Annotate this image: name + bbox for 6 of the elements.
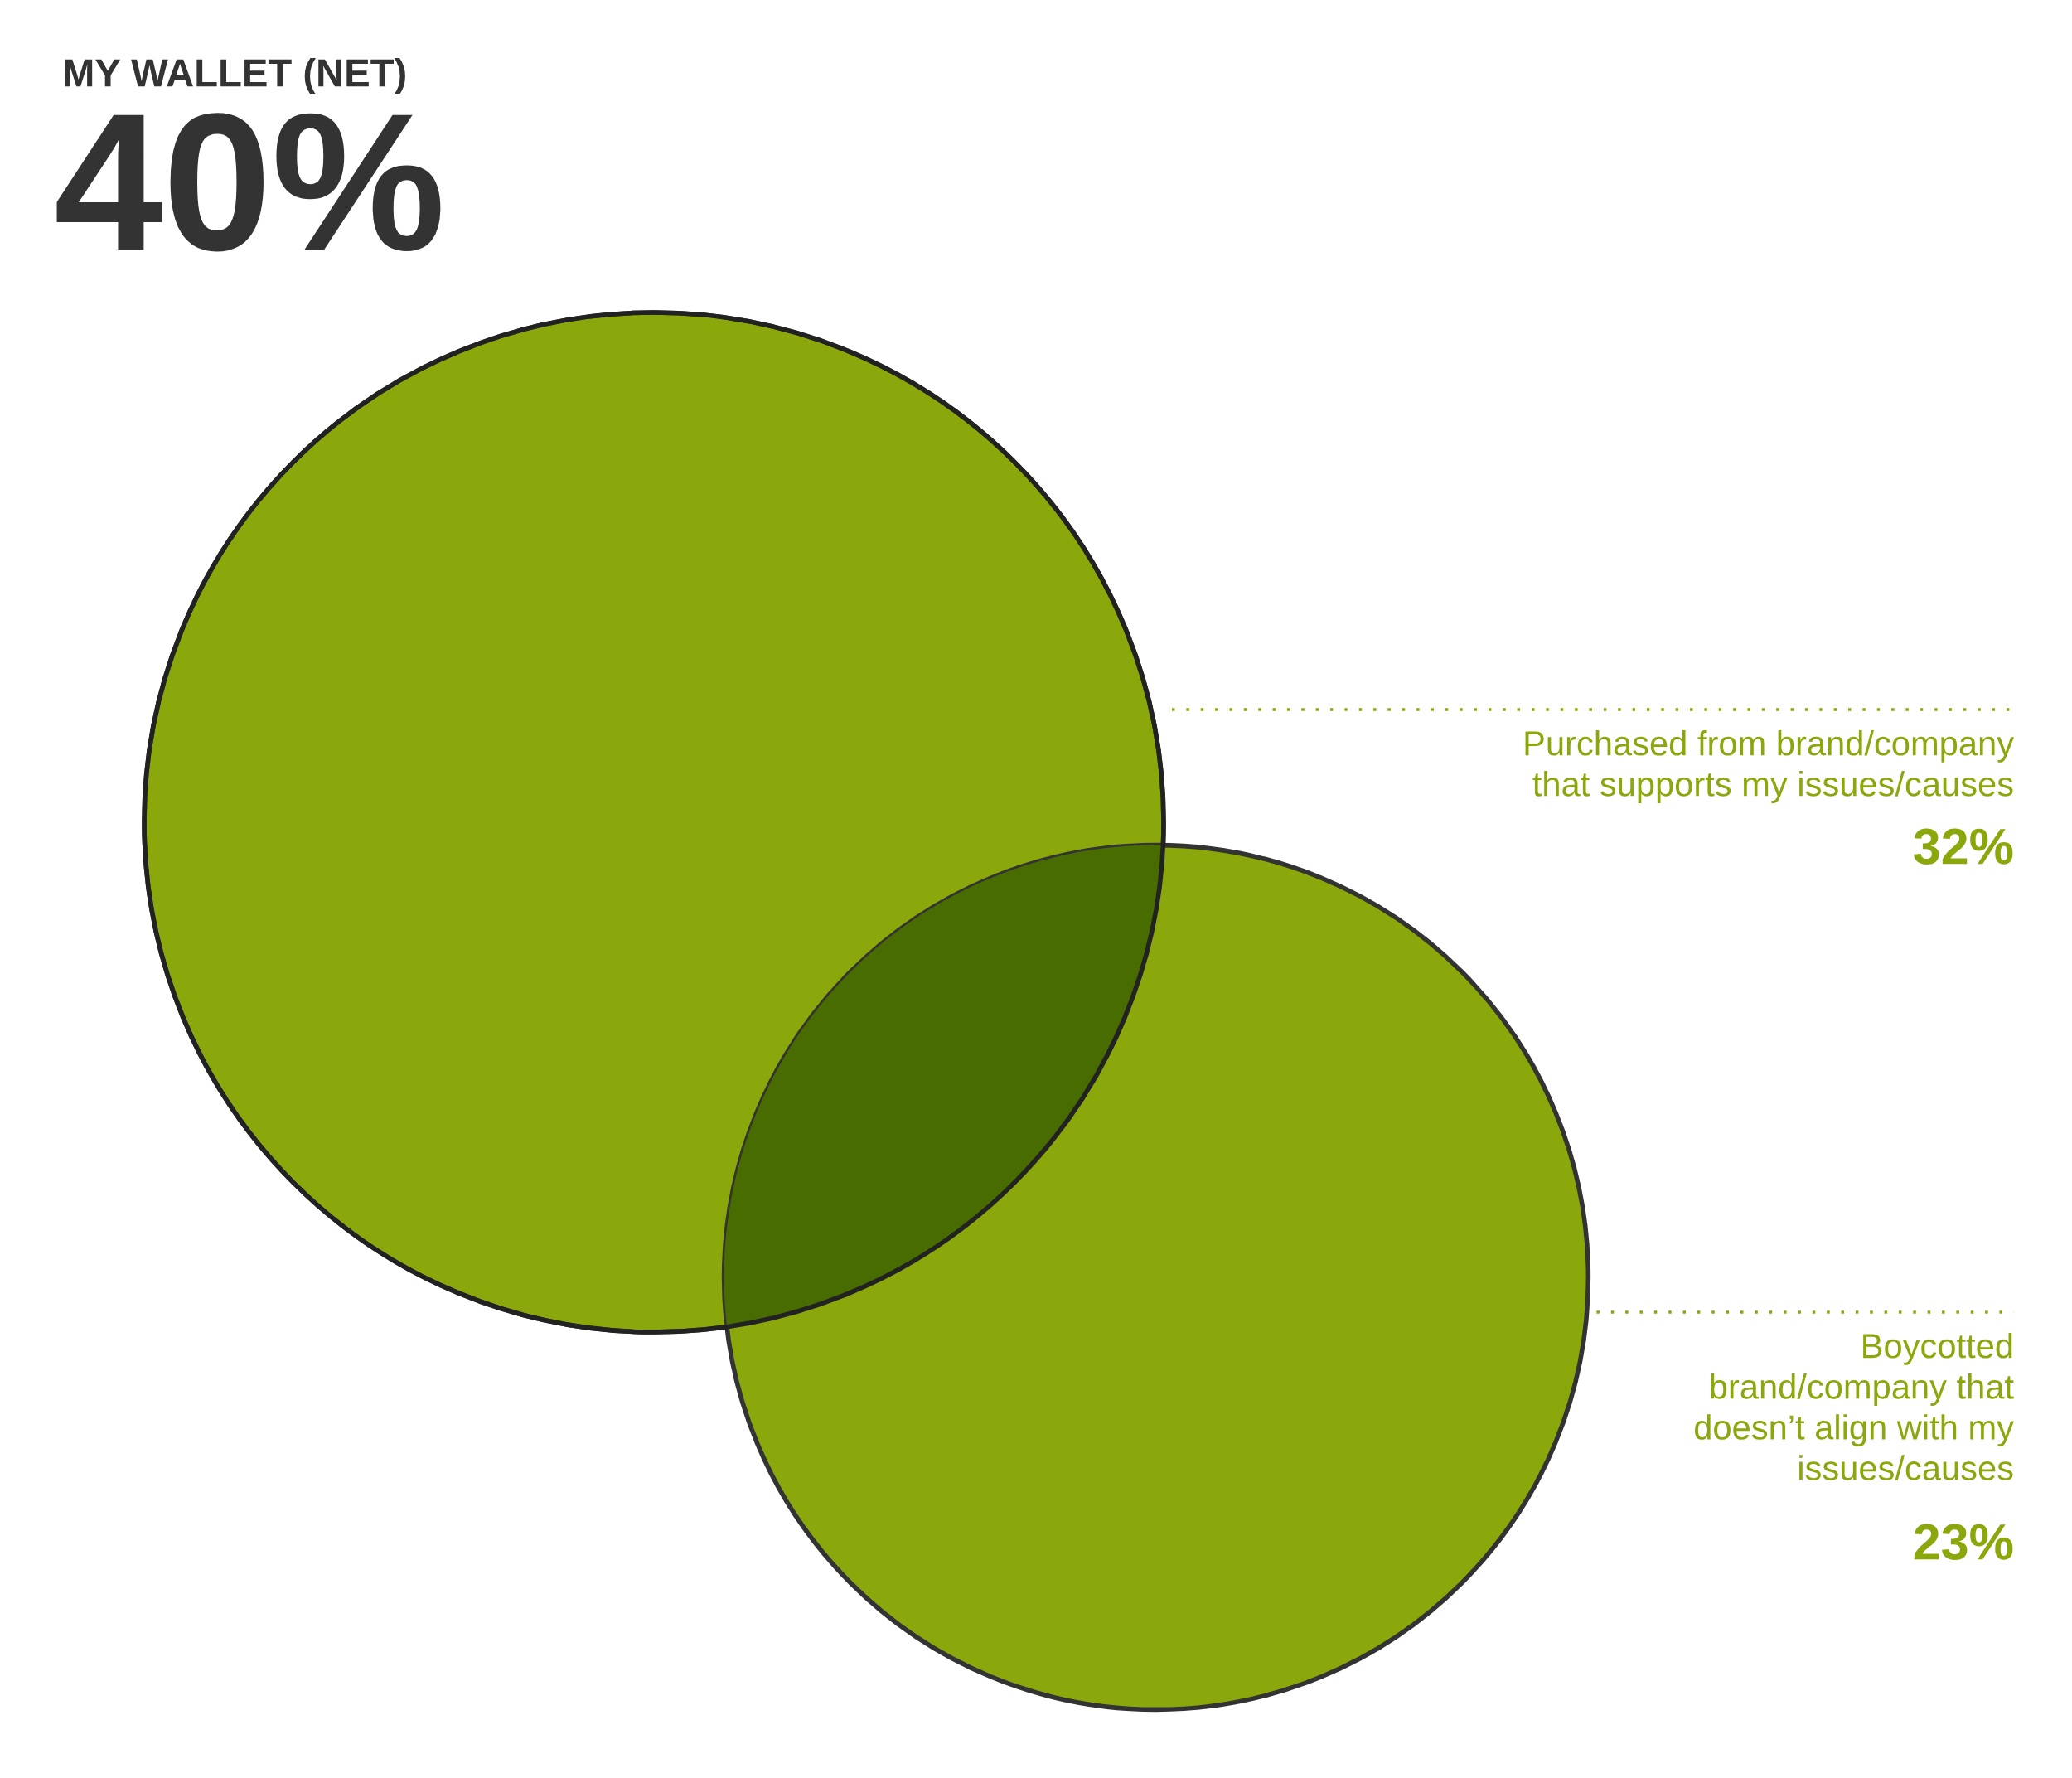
- category-label: Boycotted brand/company that doesn’t align with my issues/causes: [1695, 1333, 2014, 1480]
- data-label: 23%: [1914, 1524, 2013, 1560]
- text: 40%: [56, 113, 441, 252]
- category-label: Purchased from brand/company that supports my issues/causes: [1525, 730, 2014, 803]
- text: MY WALLET (NET): [65, 58, 405, 95]
- data-label: 32%: [1914, 828, 2013, 865]
